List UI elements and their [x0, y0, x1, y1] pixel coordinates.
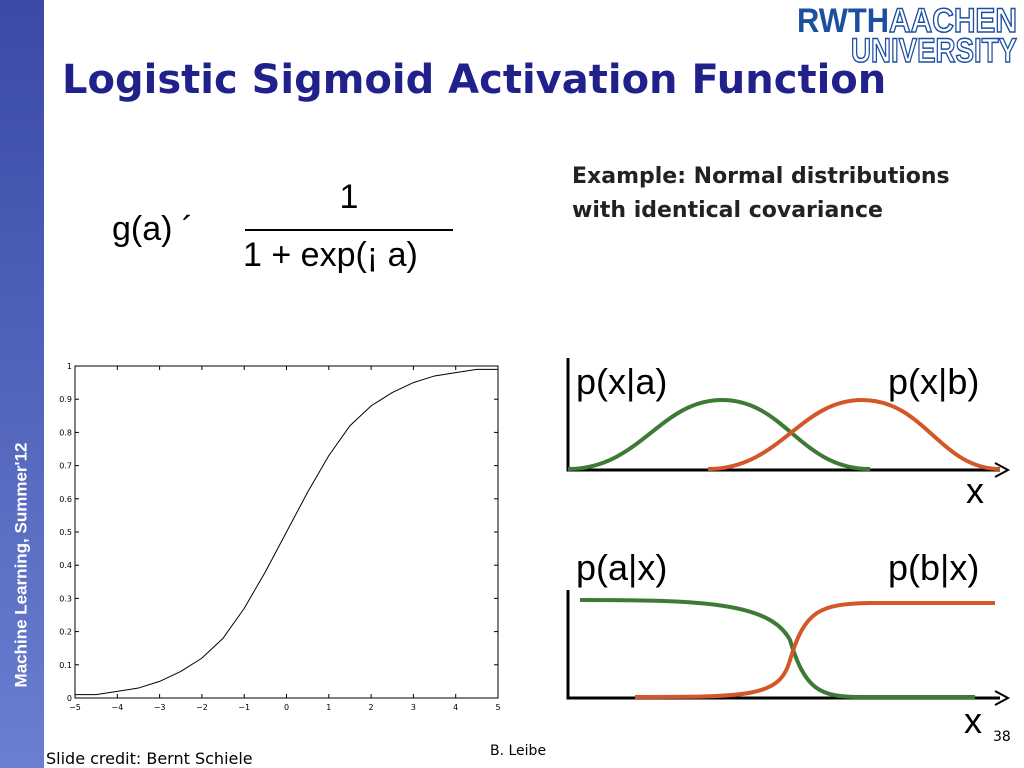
y-tick-label: 0.6 — [59, 495, 72, 504]
x-tick-label: 4 — [453, 703, 458, 712]
y-tick-label: 0 — [67, 694, 72, 703]
y-tick-label: 0.9 — [59, 395, 72, 404]
formula-denominator: 1 + exp(¡ a) — [243, 236, 418, 274]
sidebar — [0, 0, 44, 768]
sidebar-text: Machine Learning, Summer'12 — [11, 443, 30, 688]
diagram — [566, 358, 1011, 706]
x-tick-label: −3 — [154, 703, 166, 712]
y-tick-label: 0.8 — [59, 428, 72, 437]
y-tick-label: 1 — [67, 362, 72, 371]
logo-rwth: RWTH — [797, 2, 889, 40]
arrow — [994, 462, 1011, 478]
title: Logistic Sigmoid Activation Function — [62, 57, 886, 103]
x-tick-label: −5 — [69, 703, 81, 712]
curve-b — [707, 397, 1001, 471]
y-tick-label: 0.1 — [59, 661, 72, 670]
axis-label: x — [964, 700, 982, 741]
y-tick-label: 0.7 — [59, 462, 72, 471]
label: p(a|x) — [576, 547, 667, 588]
credit: Slide credit: Bernt Schiele — [46, 749, 253, 768]
axis — [566, 590, 1000, 700]
x-tick-label: −1 — [238, 703, 250, 712]
label: p(x|b) — [888, 361, 979, 402]
x-tick-label: −2 — [196, 703, 208, 712]
page-number: 38 — [993, 729, 1011, 745]
sigmoid-line — [75, 368, 498, 696]
curve-a-post — [579, 598, 975, 699]
example-line: Example: Normal distributions — [572, 164, 950, 189]
curve-a — [567, 397, 871, 471]
label: p(b|x) — [888, 547, 979, 588]
label: p(x|a) — [576, 361, 667, 402]
logo-university: UNIVERSITY — [851, 32, 1017, 70]
author: B. Leibe — [490, 743, 546, 759]
y-tick-label: 0.5 — [59, 528, 72, 537]
axis-label: x — [966, 470, 984, 511]
y-tick-label: 0.4 — [59, 561, 72, 570]
sigmoid-plot: −5 −4 −3 −2 −1 0 1 2 3 4 5 0 0.1 0.2 0.3 0.4 0.5 0.6 0.7 0.… — [59, 362, 500, 712]
x-tick-label: 1 — [326, 703, 331, 712]
y-tick-label: 0.2 — [59, 628, 72, 637]
curve-b-post — [634, 601, 995, 699]
x-tick-label: 0 — [284, 703, 289, 712]
x-tick-label: −4 — [111, 703, 123, 712]
arrow — [994, 690, 1011, 706]
y-tick-label: 0.3 — [59, 594, 72, 603]
example-line: with identical covariance — [572, 198, 883, 223]
x-tick-label: 3 — [411, 703, 416, 712]
formula-numerator: 1 — [340, 178, 359, 216]
formula-lhs: g(a) ´ — [112, 210, 193, 248]
x-tick-label: 2 — [369, 703, 374, 712]
logo-aachen: AACHEN — [889, 2, 1017, 40]
x-tick-label: 5 — [495, 703, 500, 712]
